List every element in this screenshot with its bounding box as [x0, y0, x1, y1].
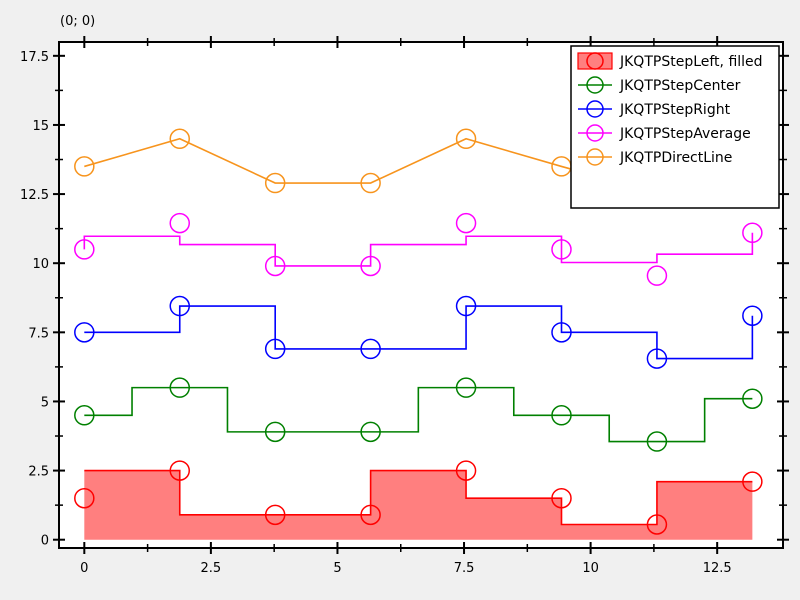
x-tick-label-4: 10 [582, 561, 599, 576]
legend-marker-0 [586, 52, 604, 70]
series-2-point-1 [169, 295, 190, 317]
y-tick-label-6: 15 [32, 119, 49, 134]
series-3-point-5 [551, 239, 572, 260]
legend-label-4: JKQTPDirectLine [619, 150, 732, 166]
series-1-line [84, 386, 753, 443]
x-tick-label-0: 0 [80, 561, 88, 576]
series-4-point-3 [360, 172, 381, 194]
legend-label-0: JKQTPStepLeft, filled [619, 54, 763, 70]
series-2-point-0 [74, 322, 95, 343]
y-tick-label-4: 10 [32, 257, 49, 272]
legend-marker-2 [586, 100, 604, 118]
series-0-point-2 [264, 504, 286, 526]
legend-marker-4 [586, 148, 604, 166]
series-1-point-7 [742, 388, 763, 409]
x-tick-label-5: 12.5 [703, 561, 732, 576]
legend-marker-1 [586, 76, 604, 94]
y-tick-label-3: 7.5 [28, 326, 49, 341]
y-tick-label-5: 12.5 [20, 188, 49, 203]
legend-label-3: JKQTPStepAverage [619, 126, 751, 142]
legend-entry-3: JKQTPStepAverage [578, 124, 751, 142]
legend[interactable]: JKQTPStepLeft, filled JKQTPStepCenter JKQT… [570, 45, 780, 209]
axes-layer: 0 2.5 5 7.5 10 12.5 0 2.5 5 7.5 10 12.5 15 17.5 [20, 36, 789, 576]
legend-entry-1: JKQTPStepCenter [578, 76, 741, 94]
y-tick-label-1: 2.5 [28, 465, 49, 480]
series-4-point-0 [74, 156, 95, 177]
series-2-point-2 [264, 338, 286, 360]
series-4-point-4 [455, 128, 477, 150]
legend-entry-4: JKQTPDirectLine [578, 148, 732, 166]
legend-marker-3 [586, 124, 604, 142]
series-3-point-2 [264, 255, 286, 277]
series-2-point-5 [551, 322, 572, 343]
series-3-point-6 [646, 265, 668, 286]
series-2-point-3 [360, 338, 381, 360]
series-2-point-6 [646, 348, 668, 369]
series-1-point-1 [169, 377, 190, 398]
series-3-line [83, 232, 754, 267]
plot-frame [58, 41, 784, 549]
series-1-point-2 [264, 421, 286, 443]
legend-label-2: JKQTPStepRight [619, 102, 731, 118]
series-1-point-3 [360, 421, 381, 443]
series-0-fill [84, 470, 753, 540]
x-tick-label-1: 2.5 [201, 561, 222, 576]
coordinate-readout: (0; 0) [60, 14, 95, 29]
legend-entry-2: JKQTPStepRight [578, 100, 731, 118]
series-0-point-0 [74, 487, 95, 509]
legend-entry-0: JKQTPStepLeft, filled [577, 52, 763, 70]
legend-swatch-0 [577, 52, 613, 70]
y-tick-label-7: 17.5 [20, 50, 49, 65]
x-tick-label-2: 5 [333, 561, 341, 576]
y-tick-label-2: 5 [41, 395, 49, 410]
series-1-point-6 [646, 431, 668, 452]
series-4-point-1 [169, 128, 190, 150]
series-2-point-7 [742, 305, 763, 326]
series-1-point-5 [551, 405, 572, 426]
series-3-point-3 [360, 255, 381, 277]
series-3-point-0 [74, 239, 95, 260]
series-0-point-3 [360, 504, 381, 526]
y-tick-label-0: 0 [41, 534, 49, 549]
series-3-point-4 [455, 212, 477, 234]
series-2-point-4 [455, 295, 477, 317]
legend-box [570, 45, 780, 209]
series-3-point-1 [169, 212, 190, 234]
series-0-point-6 [646, 514, 668, 535]
series-1-point-0 [74, 405, 95, 426]
series-2-line [84, 305, 754, 360]
legend-label-1: JKQTPStepCenter [619, 78, 741, 94]
series-1-point-4 [455, 377, 477, 398]
series-0-line [84, 469, 753, 526]
series-0-point-5 [551, 487, 572, 509]
series-0-point-1 [169, 460, 190, 481]
series-4-point-2 [264, 172, 286, 194]
data-layer [74, 128, 763, 540]
x-tick-label-3: 7.5 [454, 561, 475, 576]
series-3-point-7 [742, 222, 763, 244]
series-0-point-4 [455, 460, 477, 481]
series-0-point-7 [742, 471, 763, 492]
